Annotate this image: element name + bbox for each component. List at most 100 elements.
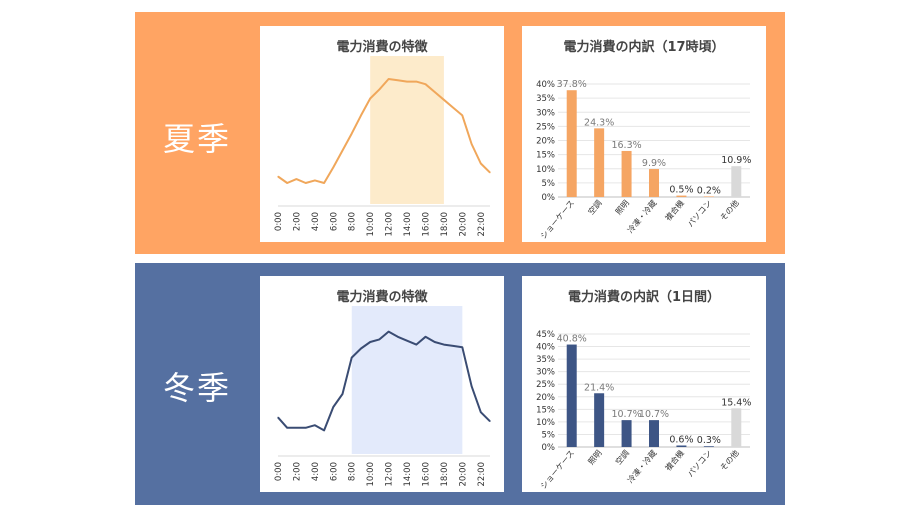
data-label: 10.7% [611, 409, 641, 420]
category-label: 複合機 [663, 198, 686, 223]
data-point [332, 406, 334, 408]
data-point [286, 182, 288, 184]
bar [703, 196, 714, 197]
x-tick-label: 10:00 [366, 212, 376, 237]
data-point [360, 347, 362, 350]
winter-bar-panel: 電力消費の内訳（1日間） 0% 5% 10% 15% 20% 25% 30% 35% 40% 45… [522, 276, 766, 492]
peak-hours-highlight [351, 306, 463, 454]
x-tick-label: 16:00 [421, 212, 431, 237]
x-tick-label: 6:00 [329, 462, 339, 481]
category-label: パソコン [686, 449, 713, 479]
data-point [489, 420, 491, 422]
data-point [424, 336, 427, 338]
data-label: 16.3% [611, 140, 641, 151]
category-label: 冷凍・冷蔵 [625, 448, 658, 485]
data-point [378, 338, 380, 340]
data-point [351, 357, 353, 359]
x-tick-label: 22:00 [477, 462, 487, 487]
data-label: 0.5% [669, 185, 693, 196]
summer-line-chart: 0:00 2:00 4:00 6:00 8:00 10:00 12:00 14:00 16:00… [274, 56, 491, 237]
y-tick-label: 5% [542, 179, 556, 189]
data-point [388, 78, 390, 80]
bar [594, 393, 605, 447]
data-point [295, 427, 298, 429]
data-label: 15.4% [721, 397, 751, 408]
bar [731, 166, 742, 197]
data-point [406, 340, 408, 342]
x-tick-label: 14:00 [403, 212, 413, 237]
data-label: 10.7% [639, 409, 669, 420]
y-tick-label: 45% [536, 330, 555, 340]
bar [566, 344, 577, 447]
winter-line-chart: 0:00 2:00 4:00 6:00 8:00 10:00 12:00 14:00 16:00… [274, 306, 491, 487]
x-tick-label: 18:00 [440, 462, 450, 487]
data-point [305, 182, 307, 184]
bar [676, 445, 687, 447]
data-label: 0.6% [669, 434, 693, 445]
y-tick-label: 35% [536, 355, 555, 365]
consumption-line [277, 330, 491, 432]
category-label: その他 [718, 198, 741, 223]
category-label: ショーケース [539, 449, 576, 491]
summer-section: 夏季 電力消費の特徴 0:00 2:00 4:00 6:00 8:00 10:00 12:0… [135, 12, 785, 254]
x-tick-label: 14:00 [403, 462, 413, 487]
data-point [452, 107, 454, 109]
summer-bar-title: 電力消費の内訳（17時頃） [563, 40, 725, 55]
x-tick-label: 6:00 [329, 212, 339, 231]
bar [731, 408, 742, 447]
x-tick-label: 8:00 [348, 212, 358, 231]
x-tick-label: 4:00 [311, 212, 321, 231]
x-tick-label: 12:00 [385, 212, 395, 237]
y-tick-label: 15% [536, 151, 555, 161]
bar [566, 90, 577, 197]
x-tick-label: 12:00 [385, 462, 395, 487]
data-point [286, 427, 288, 429]
x-tick-label: 20:00 [458, 462, 468, 487]
category-label: その他 [718, 448, 741, 473]
x-tick-label: 16:00 [421, 462, 431, 487]
bar [594, 128, 605, 197]
data-label: 24.3% [584, 117, 614, 128]
data-label: 40.8% [557, 334, 587, 345]
winter-bar-title: 電力消費の内訳（1日間） [567, 290, 721, 305]
x-tick-label: 20:00 [458, 212, 468, 237]
summer-bar-chart: 0% 5% 10% 15% 20% 25% 30% 35% 40% 37.8% ショーケース 24.3… [536, 79, 751, 241]
data-point [443, 344, 445, 346]
winter-line-title: 電力消費の特徴 [336, 290, 428, 305]
data-point [388, 331, 390, 333]
data-point [323, 182, 325, 184]
y-tick-label: 20% [536, 393, 555, 403]
data-point [341, 393, 344, 395]
data-point [397, 79, 399, 81]
summer-line-panel: 電力消費の特徴 0:00 2:00 4:00 6:00 8:00 10:00 12:00 14… [260, 26, 504, 242]
x-tick-label: 4:00 [311, 462, 321, 481]
data-point [415, 81, 417, 83]
y-tick-label: 10% [536, 165, 555, 175]
y-tick-label: 10% [536, 418, 555, 428]
category-label: 照明 [614, 199, 631, 217]
data-label: 10.9% [721, 155, 751, 166]
consumption-line [277, 78, 491, 184]
data-point [323, 429, 325, 431]
category-label: パソコン [686, 199, 713, 229]
data-point [314, 424, 316, 426]
x-tick-label: 10:00 [366, 462, 376, 487]
data-point [397, 336, 399, 338]
data-point [305, 427, 307, 429]
data-point [480, 411, 482, 413]
y-tick-label: 20% [536, 137, 555, 147]
data-point [434, 341, 436, 343]
data-point [369, 97, 371, 100]
x-tick-label: 22:00 [477, 212, 487, 237]
summer-label: 夏季 [163, 120, 232, 158]
data-point [452, 345, 454, 347]
data-point [332, 166, 334, 168]
data-point [351, 133, 353, 135]
winter-label: 冬季 [163, 369, 232, 407]
category-label: 空調 [613, 448, 631, 467]
category-label: ショーケース [539, 199, 576, 241]
data-point [378, 88, 380, 90]
y-tick-label: 25% [536, 122, 555, 132]
y-tick-label: 35% [536, 94, 555, 104]
data-point [406, 81, 408, 83]
